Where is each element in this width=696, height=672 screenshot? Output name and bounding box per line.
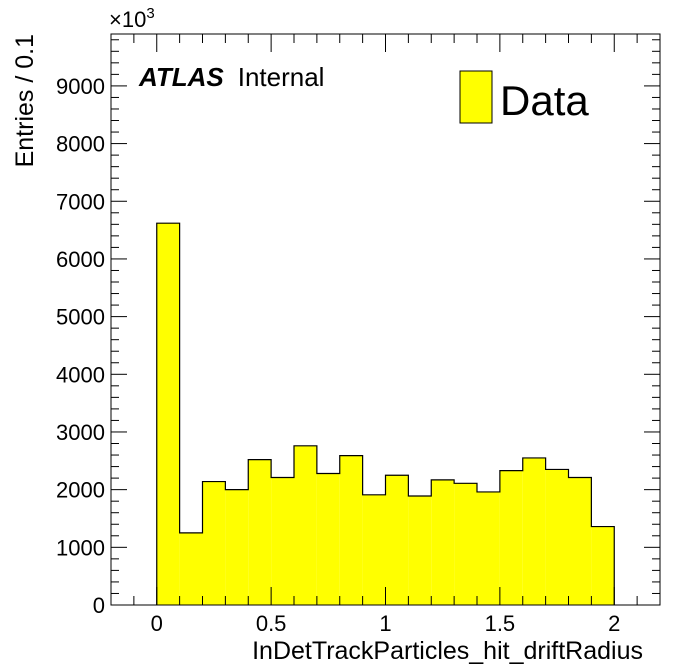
histogram-bars [156, 222, 615, 605]
y-tick-label: 1000 [56, 535, 105, 560]
axis-ticks [110, 34, 661, 606]
histogram-bar [454, 483, 477, 605]
x-tick-label: 2 [608, 611, 620, 636]
y-tick-label: 8000 [56, 132, 105, 157]
legend: Data [459, 70, 589, 124]
y-tick-label: 5000 [56, 305, 105, 330]
histogram-bar [156, 223, 180, 605]
histogram-bar [225, 489, 249, 605]
histogram-bar [522, 457, 546, 605]
histogram-bar [385, 475, 409, 605]
multiplier-exponent: 3 [146, 5, 154, 22]
histogram-bar [202, 481, 226, 605]
histogram-bar [339, 455, 363, 605]
histogram-bar [477, 491, 500, 605]
x-tick-label: 1.5 [485, 611, 516, 636]
histogram-bar [316, 473, 340, 605]
x-axis-label: InDetTrackParticles_hit_driftRadius [252, 637, 643, 665]
y-tick-label: 4000 [56, 362, 105, 387]
y-tick-label: 9000 [56, 74, 105, 99]
legend-swatch-data [459, 70, 493, 124]
histogram-bar [545, 469, 569, 605]
x-tick-labels: 0 0.5 1 1.5 2 [151, 611, 621, 636]
y-tick-label: 3000 [56, 420, 105, 445]
y-tick-label: 2000 [56, 478, 105, 503]
histogram-bar [431, 479, 455, 605]
histogram-bar [408, 495, 432, 605]
x-tick-label: 0.5 [256, 611, 287, 636]
atlas-label-bold: ATLAS [138, 62, 224, 92]
legend-label-data: Data [500, 77, 589, 124]
histogram-outline [156, 222, 615, 605]
y-tick-label: 6000 [56, 247, 105, 272]
y-tick-labels: 0 1000 2000 3000 4000 5000 6000 7000 8000 9000 [56, 74, 105, 618]
histogram-bar [294, 445, 317, 605]
y-tick-label: 0 [93, 593, 105, 618]
atlas-label-status: Internal [238, 62, 325, 92]
multiplier-base: ×10 [109, 7, 146, 32]
histogram-bar [248, 459, 272, 605]
histogram-bar [271, 477, 294, 605]
y-tick-label: 7000 [56, 189, 105, 214]
histogram-bar [568, 477, 592, 605]
histogram-bar [499, 470, 523, 605]
y-axis-label: Entries / 0.1 [11, 34, 39, 167]
histogram-bar [362, 494, 386, 605]
histogram-bar [591, 526, 615, 605]
x-tick-label: 1 [379, 611, 391, 636]
x-tick-label: 0 [151, 611, 163, 636]
histogram-bar [179, 532, 203, 605]
atlas-label: ATLAS Internal [138, 62, 324, 92]
y-axis-multiplier: ×103 [109, 5, 155, 32]
